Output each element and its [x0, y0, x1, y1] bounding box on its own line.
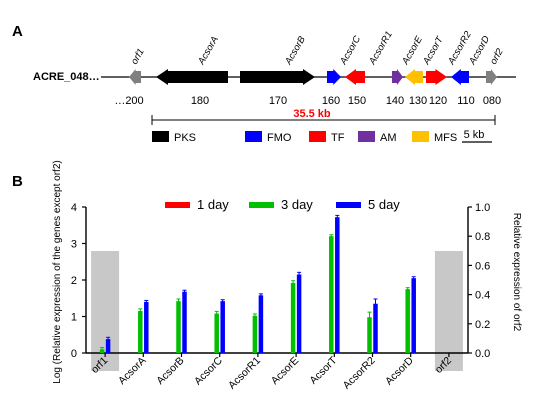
bar-5-day-AcsorT: [335, 217, 340, 353]
x-category-label-AcsorA: AcsorA: [116, 355, 148, 387]
chart-legend-swatch-1-day: [165, 202, 190, 208]
legend-swatch-pks: [152, 131, 169, 142]
chart-legend-label-3-day: 3 day: [281, 197, 313, 212]
chart-legend-label-5-day: 5 day: [368, 197, 400, 212]
bar-3-day-AcsorB: [176, 301, 181, 353]
gene-label-AcsorC: AcsorC: [338, 34, 364, 67]
bar-5-day-AcsorD: [411, 278, 416, 353]
coordinate-label: …200: [114, 95, 143, 107]
gene-arrow-AcsorE: [392, 69, 403, 85]
coordinate-label: 160: [322, 95, 340, 107]
legend-label-tf: TF: [331, 132, 345, 144]
bar-3-day-AcsorR2: [367, 317, 372, 353]
coordinate-label: 150: [348, 95, 366, 107]
coordinate-label: 130: [409, 95, 427, 107]
shaded-region-orf1: [91, 251, 120, 371]
panel-a-letter: A: [12, 23, 23, 40]
coordinate-label: 170: [269, 95, 287, 107]
y-tick-label: 0: [71, 348, 77, 360]
y2-axis-title: Relative expression of orf2: [511, 213, 522, 332]
x-category-label-AcsorE: AcsorE: [269, 355, 301, 387]
shaded-region-orf2: [434, 251, 463, 371]
bar-5-day-AcsorR2: [373, 303, 378, 353]
gene-arrow-orf2: [486, 69, 497, 85]
y-axis-title: Log (Relative expression of the genes ex…: [52, 160, 63, 383]
gene-category-legend: PKS FMO TF AM MFS: [152, 131, 457, 144]
gene-label-orf1: orf1: [129, 47, 147, 67]
gene-arrow-AcsorT: [405, 69, 423, 85]
bar-3-day-AcsorR1: [252, 315, 258, 353]
bar-3-day-AcsorD: [405, 289, 410, 353]
y2-tick-label: 0.0: [475, 348, 490, 360]
gene-arrow-orf1: [129, 69, 141, 85]
x-category-label-AcsorR2: AcsorR2: [341, 355, 378, 392]
size-label: 35.5 kb: [293, 108, 331, 120]
gene-label-AcsorE: AcsorE: [400, 34, 426, 67]
gene-arrow-AcsorR1: [345, 69, 365, 85]
coordinate-labels: …200 180 170 160 150 140 130 120 110 080: [114, 95, 501, 107]
bar-5-day-AcsorA: [144, 301, 149, 353]
x-category-label-AcsorB: AcsorB: [154, 355, 186, 387]
chart-legend-swatch-5-day: [336, 202, 361, 208]
bar-5-day-AcsorB: [182, 291, 187, 353]
x-category-label-AcsorT: AcsorT: [307, 354, 339, 386]
chart-legend-label-1-day: 1 day: [197, 197, 229, 212]
gene-arrow-AcsorD: [451, 69, 469, 85]
gene-arrow-AcsorR2: [426, 69, 447, 85]
y-tick-label: 2: [71, 275, 77, 287]
bar-3-day-AcsorC: [214, 313, 219, 353]
legend-swatch-fmo: [245, 131, 262, 142]
bar-5-day-AcsorC: [220, 301, 225, 353]
panel-b-letter: B: [12, 173, 23, 190]
coordinate-label: 180: [191, 95, 209, 107]
bar-3-day-AcsorT: [329, 236, 334, 353]
cluster-label: ACRE_048…: [33, 71, 100, 83]
y2-tick-label: 0.4: [475, 290, 490, 302]
bar-3-day-AcsorE: [290, 282, 296, 353]
y2-tick-label: 0.2: [475, 319, 490, 331]
gene-label-orf2: orf2: [488, 46, 506, 66]
y2-tick-label: 0.6: [475, 260, 490, 272]
legend-swatch-mfs: [412, 131, 429, 142]
bar-5-day-AcsorR1: [258, 295, 264, 353]
gene-label-AcsorA: AcsorA: [196, 34, 221, 67]
bar-3-day-AcsorA: [138, 311, 143, 353]
y2-tick-label: 0.8: [475, 231, 490, 243]
coordinate-label: 110: [457, 95, 475, 107]
legend-label-fmo: FMO: [267, 132, 292, 144]
x-category-label-AcsorC: AcsorC: [192, 354, 225, 387]
y-tick-label: 1: [71, 312, 77, 324]
scale-label: 5 kb: [464, 129, 485, 141]
legend-label-mfs: MFS: [434, 132, 457, 144]
legend-label-am: AM: [380, 132, 397, 144]
chart-legend-swatch-3-day: [249, 202, 274, 208]
bar-5-day-AcsorE: [296, 274, 302, 353]
x-category-label-AcsorD: AcsorD: [383, 354, 416, 387]
gene-label-AcsorR1: AcsorR1: [367, 29, 395, 67]
coordinate-label: 080: [483, 95, 501, 107]
coordinate-label: 140: [386, 95, 404, 107]
y-tick-label: 4: [71, 202, 77, 214]
x-category-label-AcsorR1: AcsorR1: [226, 355, 263, 392]
bar-5-day-orf1: [105, 339, 111, 353]
gene-arrow-AcsorC: [327, 69, 341, 85]
legend-swatch-tf: [309, 131, 326, 142]
gene-arrow-AcsorA: [156, 69, 228, 85]
y2-tick-label: 1.0: [475, 202, 490, 214]
gene-label-AcsorB: AcsorB: [283, 34, 309, 67]
y-tick-label: 3: [71, 239, 77, 251]
legend-label-pks: PKS: [174, 132, 196, 144]
gene-label-AcsorT: AcsorT: [421, 34, 447, 67]
legend-swatch-am: [358, 131, 375, 142]
gene-arrow-AcsorB: [240, 69, 315, 85]
coordinate-label: 120: [429, 95, 447, 107]
